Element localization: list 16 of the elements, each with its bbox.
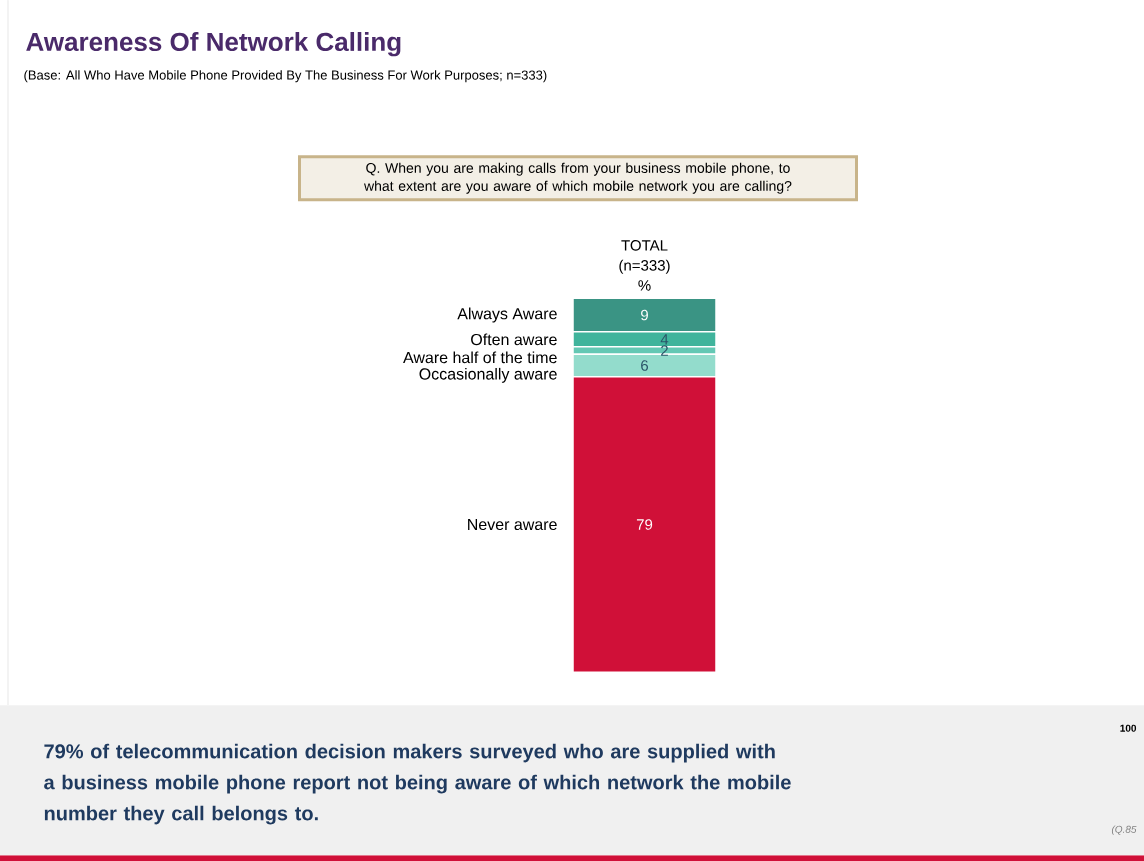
text: Q. When you are making calls from your business mobile phone, to what extent are you aware of which mobile network you are calling?	[363, 162, 792, 194]
series-label: Often aware	[471, 333, 557, 346]
series-label: Occasionally aware	[419, 367, 557, 383]
series-label: Aware half of the time	[403, 351, 557, 364]
data-label: 4	[660, 334, 669, 345]
text: (Q.85	[1111, 825, 1137, 835]
series-label: Never aware	[468, 518, 557, 530]
data-label: 79	[636, 519, 653, 530]
chart-subtitle: (Base: All Who Have Mobile Phone Provided By The Business For Work Purposes; n=333)	[24, 70, 547, 83]
text: TOTAL (n=333) %	[619, 240, 670, 291]
series-label: Always Aware	[457, 307, 557, 323]
chart-title: Awareness Of Network Calling	[26, 31, 401, 57]
text: 79% of telecommunication decision makers surveyed who are supplied with a business mobile phone report not being aware of which network the mobile number they call belongs to.	[44, 743, 791, 825]
text: 100	[1120, 724, 1137, 732]
data-label: 9	[641, 309, 648, 321]
data-label: 6	[641, 360, 649, 371]
